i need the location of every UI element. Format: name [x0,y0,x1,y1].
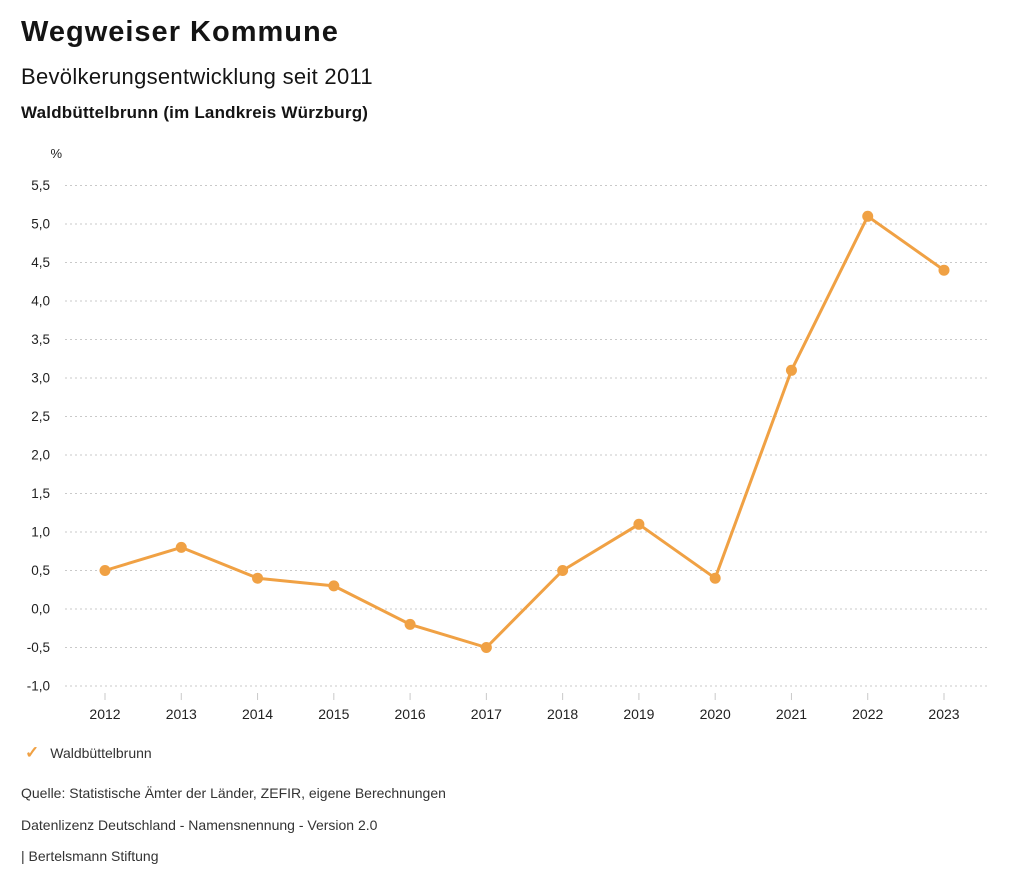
x-tick-label: 2014 [242,706,273,722]
y-tick-label: 5,5 [31,178,50,193]
y-tick-label: 3,0 [31,371,50,386]
legend-label: Waldbüttelbrunn [50,744,152,761]
data-point-2022[interactable] [862,210,874,222]
chart-title: Bevölkerungsentwicklung seit 2011 [21,64,373,89]
line-chart-svg: % 5,5 5,0 4,5 4,0 3,5 3,0 2,5 2,0 1,5 1,0 0,5 0,0 -0,… [27,146,990,722]
data-point-2013[interactable] [175,541,187,553]
data-point-2020[interactable] [709,572,721,584]
x-tick-label: 2018 [547,706,578,722]
data-point-2021[interactable] [785,364,797,376]
y-tick-label: -0,5 [27,640,50,655]
data-point-2015[interactable] [328,580,340,592]
check-icon: ✓ [25,743,40,762]
x-tick-label: 2012 [89,706,120,722]
y-tick-label: 3,5 [31,332,50,347]
x-tick-label: 2016 [395,706,426,722]
attribution-text: | Bertelsmann Stiftung [21,848,159,864]
chart-municipality-subtitle: Waldbüttelbrunn (im Landkreis Würzburg) [21,103,369,122]
data-point-2014[interactable] [252,572,264,584]
data-point-2018[interactable] [557,565,569,576]
x-tick-label: 2013 [166,706,197,722]
page-title: Wegweiser Kommune [21,16,339,48]
series-line-waldbüttelbrunn [103,214,946,649]
x-axis-labels: 2012 2013 2014 2015 2016 2017 2018 2019 2020 2021… [89,706,959,722]
y-tick-label: 2,0 [31,448,50,463]
data-point-2016[interactable] [404,618,416,630]
x-tick-label: 2020 [700,706,731,722]
x-tick-label: 2022 [852,706,883,722]
data-point-2023[interactable] [938,264,950,276]
y-tick-label: 1,0 [31,525,50,540]
y-tick-label: 0,5 [31,563,50,578]
legend-item-waldbuettelbrunn[interactable]: ✓ Waldbüttelbrunn [25,744,152,761]
data-point-2012[interactable] [99,565,111,576]
source-text: Quelle: Statistische Ämter der Länder, Z… [21,785,446,801]
license-text: Datenlizenz Deutschland - Namensnennung … [21,817,378,833]
y-axis-labels: 5,5 5,0 4,5 4,0 3,5 3,0 2,5 2,0 1,5 1,0 0,5 0,0 -0,5… [27,178,50,694]
population-line-chart: % 5,5 5,0 4,5 4,0 3,5 3,0 2,5 2,0 1,5 1,0 0,5 0,0 -0,… [0,140,1024,740]
x-tick-label: 2017 [471,706,502,722]
y-gridlines [65,185,990,687]
data-point-2019[interactable] [633,518,645,530]
y-tick-label: 2,5 [31,409,50,424]
x-tick-label: 2023 [928,706,959,722]
data-point-2017[interactable] [480,642,492,653]
y-tick-label: 0,0 [31,602,50,617]
y-tick-label: -1,0 [27,679,50,694]
x-tick-label: 2015 [318,706,349,722]
y-tick-label: 5,0 [31,217,50,232]
y-tick-label: 1,5 [31,486,50,501]
y-tick-label: 4,5 [31,255,50,270]
x-tick-label: 2019 [623,706,654,722]
x-axis-ticks [104,693,945,700]
x-tick-label: 2021 [776,706,807,722]
y-tick-label: 4,0 [31,294,50,309]
data-points [99,210,950,653]
y-axis-unit-label: % [50,146,62,161]
